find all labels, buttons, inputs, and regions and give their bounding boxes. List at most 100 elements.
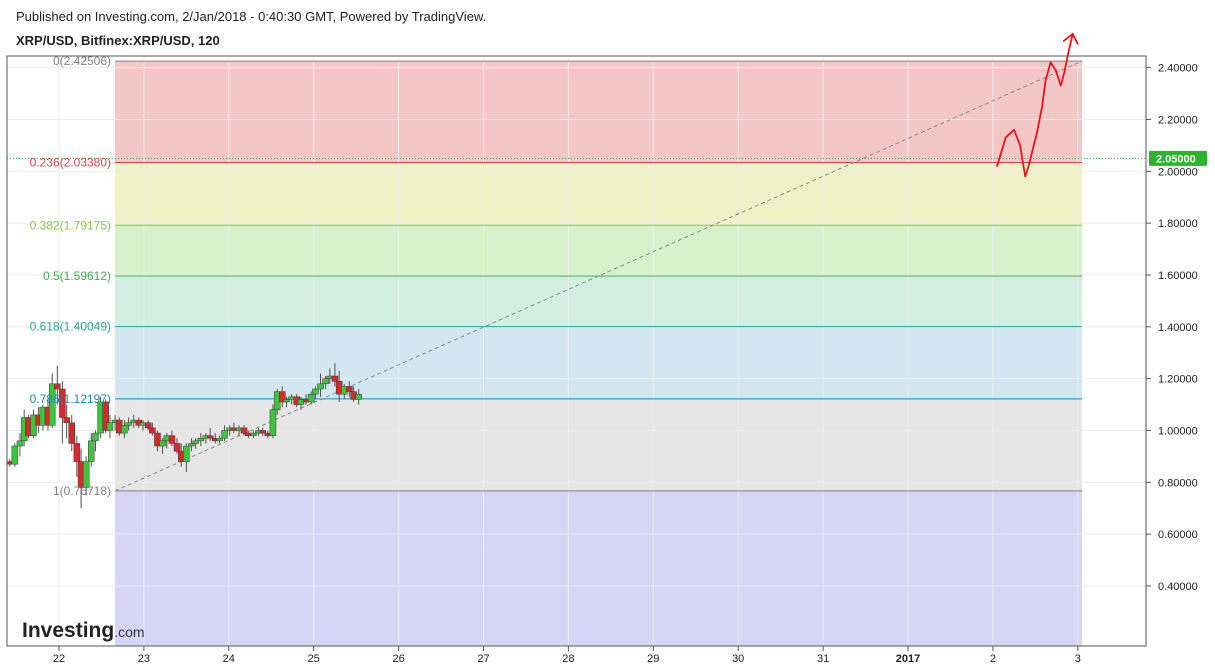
symbol-title: XRP/USD, Bitfinex:XRP/USD, 120 <box>16 33 220 48</box>
candle-body-down <box>279 391 286 403</box>
candle-body-down <box>331 375 339 382</box>
candle <box>317 373 324 397</box>
candle <box>92 430 99 452</box>
fib-label-layer: 0(2.42506) 0.236(2.03380) 0.382(1.79175) 0.… <box>30 54 111 498</box>
candle <box>16 433 24 457</box>
candle <box>188 438 195 452</box>
candle <box>168 430 176 447</box>
candle-body-up <box>106 422 114 431</box>
x-tick-label: 28 <box>562 653 574 665</box>
candle-body-up <box>125 422 132 426</box>
x-tick-label: 22 <box>53 653 65 665</box>
candle-body-down <box>259 430 267 434</box>
fib-level-label-0.5: 0.5(1.59612) <box>43 269 111 283</box>
fib-zone-0.236 <box>115 162 1083 226</box>
x-tick-label: 25 <box>308 653 320 665</box>
candle <box>121 420 128 439</box>
candle-body-down <box>54 383 61 390</box>
candle-body-up <box>197 438 205 442</box>
candle <box>159 438 166 454</box>
x-tick-label: 27 <box>477 653 489 665</box>
candle-body-down <box>144 422 152 429</box>
fib-zone-0.382 <box>115 225 1083 276</box>
projection-arrow-path <box>996 33 1074 178</box>
candle-body-up <box>355 393 362 400</box>
candle-body-down <box>173 443 181 452</box>
candle <box>183 443 190 472</box>
candle <box>11 443 19 467</box>
x-tick-label: 2017 <box>896 653 920 665</box>
svg-text:Investing.com: Investing.com <box>22 619 145 642</box>
fib-level-label-0.618: 0.618(1.40049) <box>30 320 111 334</box>
candle-body-up <box>183 445 190 462</box>
last-price-tag-bg <box>1149 150 1207 166</box>
candle <box>54 365 61 405</box>
candle <box>250 430 257 439</box>
plot-border <box>6 55 1147 647</box>
candle <box>192 438 199 449</box>
candle <box>63 404 70 439</box>
candle <box>283 396 290 408</box>
y-tick-label: 0.40000 <box>1158 581 1198 593</box>
candle <box>88 433 95 467</box>
candle-body-up <box>88 440 95 462</box>
candle-body-up <box>16 440 24 447</box>
x-axis: 22 23 24 25 26 27 28 29 30 31 2017 2 3 <box>53 646 1081 665</box>
fib-fill-layer <box>115 61 1083 646</box>
logo-text-suffix: .com <box>114 624 144 640</box>
x-tick-label: 29 <box>647 653 659 665</box>
candle-body-up <box>48 383 56 426</box>
candle <box>73 435 81 478</box>
candle <box>259 427 267 436</box>
fib-level-label-0.786: 0.786(1.12197) <box>30 392 111 406</box>
investing-logo: Investing.com <box>22 619 145 642</box>
candle-body-down <box>68 422 75 444</box>
candle-body-down <box>240 427 248 434</box>
y-axis: 2.40000 2.20000 2.00000 1.80000 1.60000 1.400… <box>1146 63 1198 593</box>
candle-body-up <box>159 440 166 447</box>
candle-body-down <box>73 443 81 462</box>
y-tick-label: 1.20000 <box>1158 374 1198 386</box>
x-tick-label: 30 <box>732 653 744 665</box>
y-tick-label: 1.40000 <box>1158 322 1198 334</box>
candle-body-down <box>102 401 109 431</box>
fib-zone-0.5 <box>115 275 1083 327</box>
last-price-tag: 2.05000 <box>1149 150 1207 166</box>
y-tick-label: 0.60000 <box>1158 529 1198 541</box>
y-tick-label: 2.00000 <box>1158 166 1198 178</box>
x-tick-label: 24 <box>223 653 235 665</box>
projection-arrow-head <box>1062 32 1079 45</box>
candle <box>322 376 329 390</box>
projection-arrow-annotation <box>996 32 1079 178</box>
candles-layer <box>6 363 362 509</box>
candle <box>279 386 286 408</box>
candle <box>355 389 362 405</box>
y-tick-label: 1.00000 <box>1158 425 1198 437</box>
grid-layer <box>7 56 1146 646</box>
candle-body-up <box>121 425 128 434</box>
candle-body-up <box>307 393 315 403</box>
x-tick-label: 31 <box>817 653 829 665</box>
candle-body-down <box>63 417 70 423</box>
fib-trend-line[interactable] <box>114 60 1083 492</box>
candle <box>221 425 228 441</box>
fib-zone-0.786 <box>115 398 1083 491</box>
candle <box>173 438 181 454</box>
candle <box>197 433 205 447</box>
candle <box>312 386 319 400</box>
y-tick-label: 1.60000 <box>1158 270 1198 282</box>
candle <box>240 425 248 436</box>
candle-body-up <box>82 461 90 488</box>
candle-body-up <box>322 378 329 385</box>
x-tick-label: 3 <box>1075 653 1081 665</box>
candle-body-up <box>221 430 228 439</box>
candle <box>68 414 75 452</box>
fib-level-label-0.236: 0.236(2.03380) <box>30 156 111 170</box>
candle-body-up <box>92 432 99 442</box>
candle <box>59 381 66 444</box>
candle <box>346 381 353 397</box>
candle <box>82 456 90 496</box>
candle-body-down <box>154 432 161 447</box>
candle-body-down <box>206 435 214 439</box>
